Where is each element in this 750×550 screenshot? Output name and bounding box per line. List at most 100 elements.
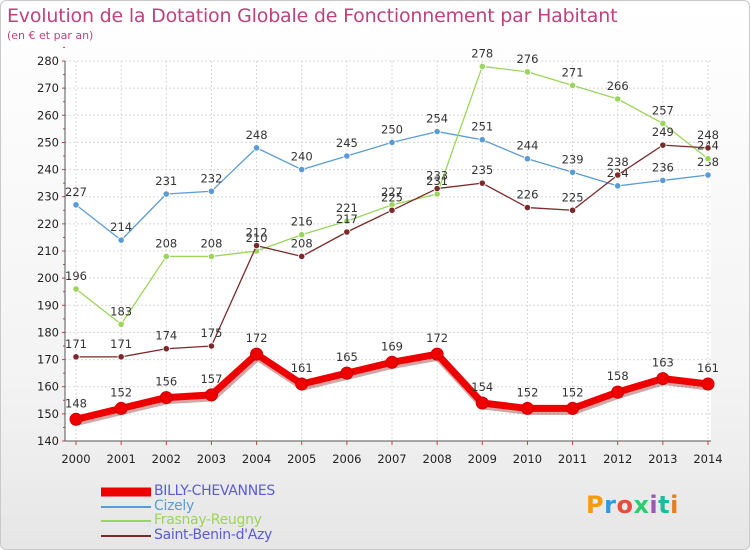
- legend-label: BILLY-CHEVANNES: [154, 483, 276, 499]
- data-point: [298, 252, 306, 261]
- data-label: 271: [562, 65, 584, 79]
- data-label: 214: [110, 220, 132, 234]
- data-label: 210: [246, 231, 268, 245]
- data-point: [114, 401, 128, 415]
- data-label: 254: [426, 112, 448, 126]
- logo-letter: x: [633, 491, 650, 519]
- data-label: 169: [381, 339, 403, 353]
- data-point: [298, 165, 306, 174]
- data-label: 257: [652, 103, 674, 117]
- data-label: 249: [652, 125, 674, 139]
- data-point: [568, 168, 577, 176]
- data-point: [614, 182, 622, 190]
- data-label: 251: [471, 120, 493, 134]
- x-tick-label: 2008: [423, 452, 452, 466]
- data-label: 172: [426, 331, 448, 345]
- data-point: [72, 201, 80, 209]
- y-tick-label: 250: [37, 135, 59, 149]
- data-label: 208: [200, 236, 222, 250]
- y-tick-label: 140: [37, 434, 59, 448]
- y-tick-label: 260: [37, 108, 59, 122]
- data-point: [566, 401, 580, 415]
- x-tick-label: 2003: [197, 452, 226, 466]
- data-point: [568, 81, 577, 90]
- data-label: 244: [516, 139, 538, 153]
- data-label: 225: [562, 190, 584, 204]
- data-label: 212: [246, 226, 268, 240]
- data-label: 248: [697, 128, 719, 142]
- x-tick-label: 2006: [332, 452, 361, 466]
- data-label: 216: [291, 215, 313, 229]
- logo-letter: r: [604, 491, 617, 519]
- y-tick-label: 180: [37, 325, 59, 339]
- y-tick-label: 200: [37, 271, 59, 285]
- data-point: [611, 385, 625, 399]
- data-label: 172: [246, 331, 268, 345]
- data-point: [388, 206, 396, 214]
- data-point: [343, 152, 351, 160]
- x-tick-label: 2004: [242, 452, 271, 466]
- data-label: 157: [200, 372, 222, 386]
- y-tick-label: 280: [37, 54, 59, 68]
- data-label: 226: [516, 188, 538, 202]
- data-point: [252, 144, 261, 152]
- y-tick-label: 220: [37, 217, 59, 231]
- data-label: 245: [336, 136, 358, 150]
- logo-letter: i: [649, 491, 659, 519]
- data-label: 227: [65, 185, 87, 199]
- y-tick-label: 190: [37, 298, 59, 312]
- data-label: 154: [471, 380, 493, 394]
- data-label: 165: [336, 350, 358, 364]
- data-label: 148: [65, 396, 87, 410]
- data-point: [117, 353, 125, 361]
- data-label: 174: [155, 329, 177, 343]
- chart-subtitle: (en € et par an): [7, 29, 94, 42]
- data-point: [704, 144, 712, 152]
- logo-letter: o: [616, 491, 634, 519]
- data-label: 231: [155, 174, 177, 188]
- data-label: 235: [471, 163, 493, 177]
- data-point: [701, 377, 715, 391]
- data-label: 225: [381, 190, 403, 204]
- data-label: 171: [65, 337, 87, 351]
- data-point: [659, 141, 667, 149]
- y-tick-label: 210: [37, 244, 59, 258]
- y-tick-label: 230: [37, 190, 59, 204]
- logo-letter: t: [658, 491, 671, 519]
- data-point: [295, 377, 309, 391]
- data-point: [207, 252, 216, 261]
- x-tick-label: 2014: [693, 452, 722, 466]
- data-point: [523, 203, 532, 212]
- y-tick-label: 150: [37, 407, 59, 421]
- data-point: [159, 391, 173, 405]
- data-label: 276: [516, 52, 538, 66]
- y-tick-label: 170: [37, 353, 59, 367]
- data-point: [568, 206, 577, 214]
- data-label: 266: [607, 79, 629, 93]
- y-tick-label: 240: [37, 163, 59, 177]
- data-label: 161: [697, 361, 719, 375]
- data-label: 163: [652, 356, 674, 370]
- data-label: 248: [246, 128, 268, 142]
- data-point: [478, 62, 486, 71]
- data-point: [520, 401, 534, 415]
- x-tick-label: 2000: [61, 452, 90, 466]
- data-point: [204, 388, 218, 402]
- legend-label: Saint-Benin-d'Azy: [154, 526, 273, 543]
- data-point: [162, 252, 170, 261]
- data-label: 208: [291, 236, 313, 250]
- data-point: [614, 95, 622, 103]
- data-point: [388, 138, 396, 147]
- data-label: 238: [607, 155, 629, 169]
- data-point: [117, 320, 125, 328]
- data-label: 208: [155, 236, 177, 250]
- logo-letter: i: [670, 491, 679, 519]
- data-label: 232: [200, 171, 222, 185]
- data-label: 152: [110, 385, 132, 399]
- x-tick-label: 2007: [377, 452, 406, 466]
- data-label: 196: [65, 269, 87, 283]
- data-point: [117, 236, 125, 244]
- data-point: [343, 217, 351, 225]
- data-point: [430, 347, 444, 361]
